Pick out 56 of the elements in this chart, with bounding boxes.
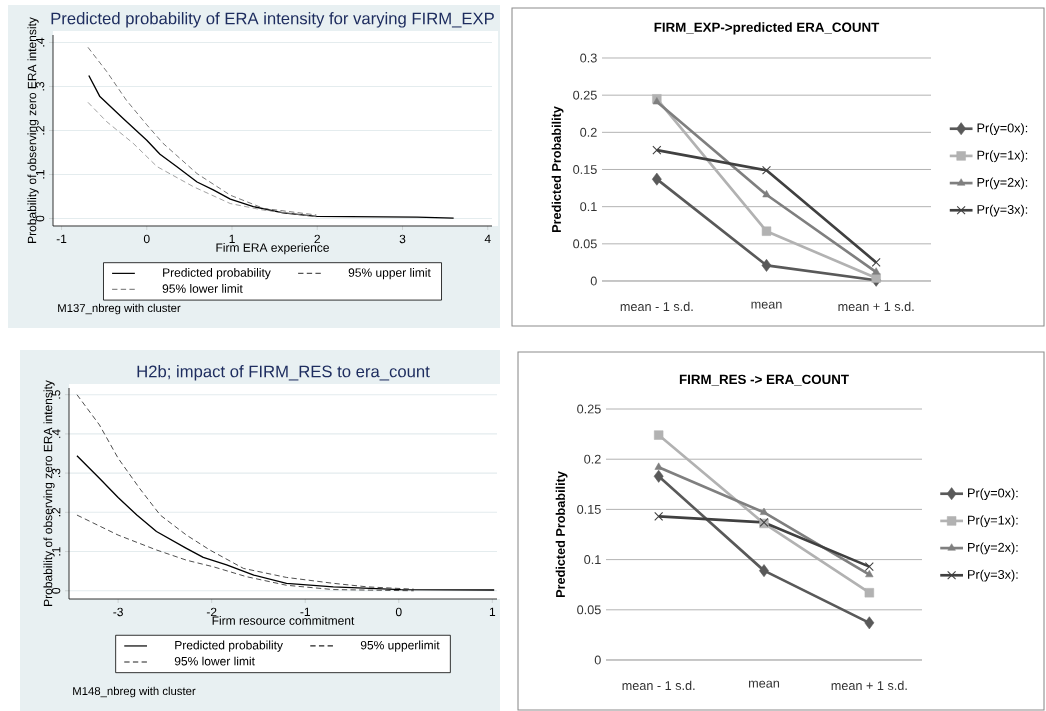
chart-title: FIRM_EXP->predicted ERA_COUNT <box>654 22 880 35</box>
y-axis-title: Predicted Probability <box>555 471 568 597</box>
y-tick-label: 0.2 <box>580 127 597 137</box>
chart-title: H2b; impact of FIRM_RES to era_count <box>137 365 430 381</box>
legend-label: Pr(y=1x): <box>968 515 1018 528</box>
x-axis-title: Firm ERA experience <box>216 243 329 255</box>
x-tick-label: 2 <box>314 234 320 244</box>
x-tick-label: mean - 1 s.d. <box>622 680 695 691</box>
y-tick-label: 0.15 <box>577 504 601 514</box>
legend-label: Pr(y=0x): <box>977 123 1028 135</box>
legend-label: 95% lower limit <box>162 284 243 293</box>
y-tick-label: 0.05 <box>573 239 597 249</box>
x-tick-label: 0 <box>143 234 150 244</box>
y-tick-label: 0.2 <box>584 454 601 464</box>
y-tick-label: 0.25 <box>577 404 601 414</box>
y-tick-label: .3 <box>51 468 61 478</box>
legend-label: 95% upper limit <box>348 268 431 280</box>
x-tick-label: mean - 1 s.d. <box>620 301 693 312</box>
y-tick-label: 0 <box>594 655 601 665</box>
text: M148_nbreg with cluster <box>73 686 196 698</box>
x-tick-label: mean + 1 s.d. <box>831 680 907 691</box>
x-tick-label: 1 <box>229 234 235 243</box>
legend-label: Predicted probability <box>163 268 271 280</box>
x-tick-label: -3 <box>113 607 123 617</box>
y-tick-label: 0.05 <box>577 605 601 615</box>
legend-label: Pr(y=3x): <box>977 204 1028 217</box>
x-tick-label: 3 <box>399 234 406 244</box>
x-tick-label: mean <box>751 301 782 309</box>
legend-label: Pr(y=2x): <box>968 542 1018 555</box>
x-tick-label: 4 <box>484 234 491 243</box>
legend-label: Pr(y=3x): <box>968 569 1018 582</box>
legend-label: Pr(y=2x): <box>977 177 1028 190</box>
chart-title: FIRM_RES -> ERA_COUNT <box>679 374 849 386</box>
legend-label: 95% upperlimit <box>360 640 440 652</box>
x-tick-label: mean <box>749 680 780 688</box>
x-tick-label: -1 <box>300 607 310 616</box>
chart-title: Predicted probability of ERA intensity for varying FIRM_EXP <box>51 12 494 28</box>
y-axis-title: Predicted Probability <box>551 106 564 232</box>
x-axis-title: Firm resource commitment <box>212 616 355 625</box>
y-tick-label: 0.3 <box>580 53 597 63</box>
legend-label: 95% lower limit <box>174 656 255 666</box>
y-tick-label: 0.15 <box>573 165 597 174</box>
y-tick-label: 0.25 <box>573 90 597 100</box>
y-tick-label: 0.1 <box>580 202 597 212</box>
y-tick-label: .3 <box>35 82 45 91</box>
text: M137_nbreg with cluster <box>58 303 181 315</box>
x-tick-label: -1 <box>56 234 67 243</box>
legend-label: Predicted probability <box>175 640 283 652</box>
x-tick-label: mean + 1 s.d. <box>838 301 914 312</box>
legend-label: Pr(y=1x): <box>977 150 1028 163</box>
y-tick-label: 0.1 <box>584 555 601 565</box>
y-tick-label: 0 <box>590 276 597 286</box>
x-tick-label: 1 <box>489 607 496 616</box>
x-tick-label: 0 <box>395 607 402 617</box>
legend-label: Pr(y=0x): <box>968 488 1018 500</box>
x-tick-label: -2 <box>206 607 217 617</box>
